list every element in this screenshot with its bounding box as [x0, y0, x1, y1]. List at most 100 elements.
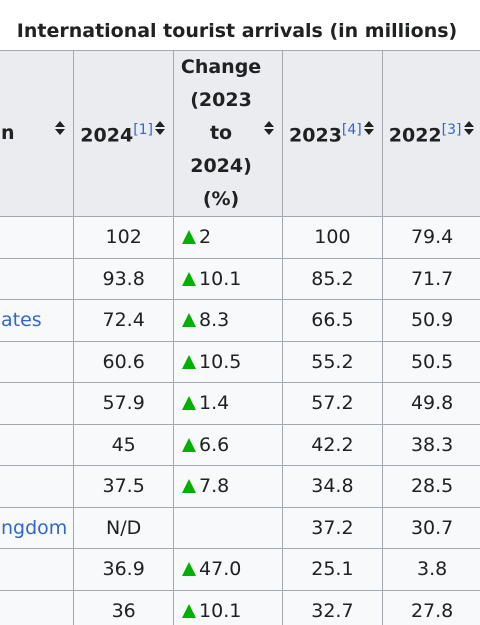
table-cell: 50.9	[381, 299, 480, 342]
increase-icon	[182, 271, 197, 286]
table-cell	[0, 548, 75, 591]
cell-text: 57.9	[102, 392, 145, 415]
cell-text: 6.6	[199, 433, 230, 456]
column-header[interactable]: 2022[3]	[381, 50, 480, 217]
table-caption: International tourist arrivals (in milli…	[16, 20, 458, 42]
sort-icon[interactable]	[155, 121, 166, 135]
table-row: 36.9 47.0 25.1 3.8	[0, 548, 480, 591]
table-cell: 100	[282, 216, 383, 259]
cell-text: 38.3	[410, 433, 454, 456]
cell-text: 57.2	[311, 392, 354, 415]
table-cell: 3.8	[381, 548, 480, 591]
table-cell: 37.5	[73, 465, 175, 508]
cell-text: 36.9	[102, 558, 145, 581]
table-body: 102 2 100 79.4 93.8 10.1 85.2 71.7 ates 72.4 8.3 66…	[0, 216, 480, 625]
country-link[interactable]: ngdom	[1, 516, 68, 539]
table-cell: 93.8	[73, 257, 175, 300]
table-cell: 8.3	[173, 299, 284, 342]
cell-text: 79.4	[410, 226, 454, 249]
reference-link[interactable]: [1]	[133, 122, 154, 139]
increase-icon	[182, 603, 197, 618]
data-table: n 2024[1] Change (2023 to 2024) (%) 2023[4]…	[0, 50, 480, 625]
header-row: n 2024[1] Change (2023 to 2024) (%) 2023[4]…	[0, 50, 480, 217]
column-header[interactable]: n	[0, 50, 75, 217]
increase-icon	[182, 562, 197, 577]
table-cell	[0, 216, 75, 259]
increase-icon	[182, 396, 197, 411]
column-header[interactable]: 2024[1]	[73, 50, 175, 217]
increase-icon	[182, 313, 197, 328]
cell-text: 25.1	[311, 558, 354, 581]
table-cell: 27.8	[381, 589, 480, 625]
table-cell: 37.2	[282, 506, 383, 549]
table-row: ngdom N/D 37.2 30.7	[0, 506, 480, 549]
header-label: 2024[1]	[80, 114, 167, 152]
country-link[interactable]: ates	[1, 309, 42, 332]
cell-text: 45	[111, 433, 136, 456]
table-cell: 45	[73, 423, 175, 466]
table-row: 36 10.1 32.7 27.8	[0, 589, 480, 625]
cell-text: N/D	[106, 516, 142, 539]
table-row: ates 72.4 8.3 66.5 50.9	[0, 299, 480, 342]
sort-icon[interactable]	[55, 121, 66, 135]
sort-icon[interactable]	[363, 121, 374, 135]
column-header[interactable]: 2023[4]	[282, 50, 383, 217]
cell-text: 7.8	[199, 475, 230, 498]
reference: [3]	[442, 122, 462, 138]
table-cell: 36.9	[73, 548, 175, 591]
header-text: n	[1, 122, 15, 144]
table-cell: 71.7	[381, 257, 480, 300]
table-cell: 34.8	[282, 465, 383, 508]
table-cell: 10.5	[173, 340, 284, 383]
table-cell: 57.2	[282, 382, 383, 425]
cell-text: 50.9	[410, 309, 454, 332]
table-cell: N/D	[73, 506, 175, 549]
table-cell	[0, 257, 75, 300]
table-cell: 10.1	[173, 257, 284, 300]
table-cell: 32.7	[282, 589, 383, 625]
table-cell: 25.1	[282, 548, 383, 591]
cell-text: 100	[314, 226, 351, 249]
table-cell	[0, 382, 75, 425]
column-header[interactable]: Change (2023 to 2024) (%)	[173, 50, 284, 217]
cell-text: 49.8	[410, 392, 454, 415]
cell-text: 93.8	[102, 267, 145, 290]
table-cell: 60.6	[73, 340, 175, 383]
cell-text: 2	[199, 226, 212, 249]
reference: [4]	[342, 122, 362, 138]
cell-text: 8.3	[199, 309, 230, 332]
increase-icon	[182, 230, 197, 245]
table-cell: 85.2	[282, 257, 383, 300]
cell-text: 36	[111, 599, 136, 622]
table-cell	[173, 506, 284, 549]
table-cell: 55.2	[282, 340, 383, 383]
reference-link[interactable]: [3]	[441, 122, 462, 139]
cell-text: 37.2	[311, 516, 354, 539]
header-label: Change (2023 to 2024) (%)	[180, 51, 276, 216]
header-label: 2022[3]	[389, 114, 476, 152]
table-cell: 1.4	[173, 382, 284, 425]
table-cell: 49.8	[381, 382, 480, 425]
header-label: 2023[4]	[289, 114, 376, 152]
header-text: Change (2023 to 2024) (%)	[180, 56, 262, 210]
table-cell: 79.4	[381, 216, 480, 259]
cell-text: 85.2	[311, 267, 354, 290]
cell-text: 30.7	[410, 516, 454, 539]
cell-text: 28.5	[410, 475, 454, 498]
cell-text: 47.0	[199, 558, 242, 581]
table-cell: 7.8	[173, 465, 284, 508]
reference-link[interactable]: [4]	[341, 122, 362, 139]
table-cell	[0, 589, 75, 625]
cell-text: 10.1	[199, 599, 242, 622]
table-cell: 66.5	[282, 299, 383, 342]
table-cell: 38.3	[381, 423, 480, 466]
table-cell: 72.4	[73, 299, 175, 342]
cell-text: 102	[105, 226, 142, 249]
increase-icon	[182, 437, 197, 452]
table-cell: ngdom	[0, 506, 75, 549]
sort-icon[interactable]	[463, 121, 474, 135]
table-cell: 50.5	[381, 340, 480, 383]
sort-icon[interactable]	[264, 121, 275, 135]
table-cell: 42.2	[282, 423, 383, 466]
